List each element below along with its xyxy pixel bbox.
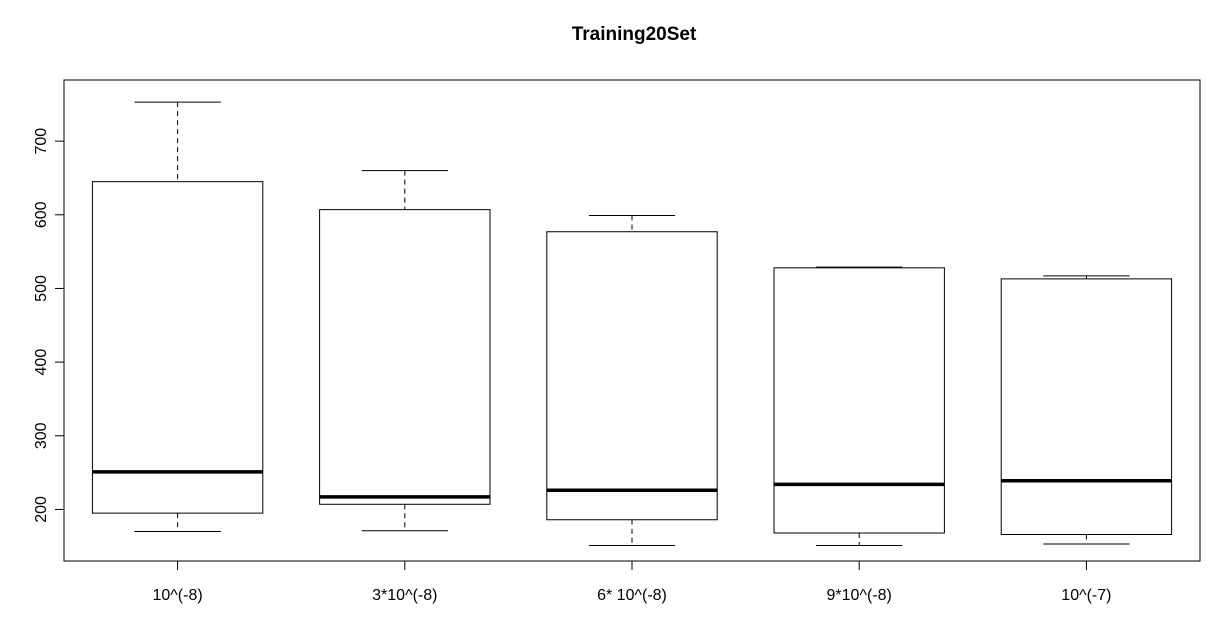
iqr-box bbox=[91, 181, 264, 514]
box-group bbox=[773, 266, 945, 547]
x-tick-label: 10^(-8) bbox=[153, 587, 203, 604]
y-tick-label: 200 bbox=[33, 496, 50, 523]
y-tick-label: 300 bbox=[33, 422, 50, 449]
y-tick-label: 600 bbox=[33, 201, 50, 228]
chart-title: Training20Set bbox=[572, 24, 697, 45]
x-axis: 10^(-8) 3*10^(-8) 6* 10^(-8) 9*10^(-8) 10^(-… bbox=[153, 560, 1111, 604]
x-tick-label: 10^(-7) bbox=[1061, 587, 1111, 604]
x-tick-label: 3*10^(-8) bbox=[372, 587, 437, 604]
iqr-box bbox=[1000, 278, 1173, 535]
box-group bbox=[319, 170, 491, 532]
y-tick-label: 400 bbox=[33, 349, 50, 376]
iqr-box bbox=[319, 209, 491, 505]
y-axis: 200 300 400 500 600 700 bbox=[33, 128, 65, 523]
box-group bbox=[1000, 275, 1173, 545]
y-tick-label: 700 bbox=[33, 128, 50, 155]
box-group bbox=[91, 101, 264, 533]
box-series bbox=[91, 101, 1173, 547]
x-tick-label: 9*10^(-8) bbox=[827, 587, 892, 604]
iqr-box bbox=[773, 267, 945, 534]
box-group bbox=[546, 215, 718, 547]
y-tick-label: 500 bbox=[33, 275, 50, 302]
iqr-box bbox=[546, 231, 718, 521]
x-tick-label: 6* 10^(-8) bbox=[597, 587, 667, 604]
